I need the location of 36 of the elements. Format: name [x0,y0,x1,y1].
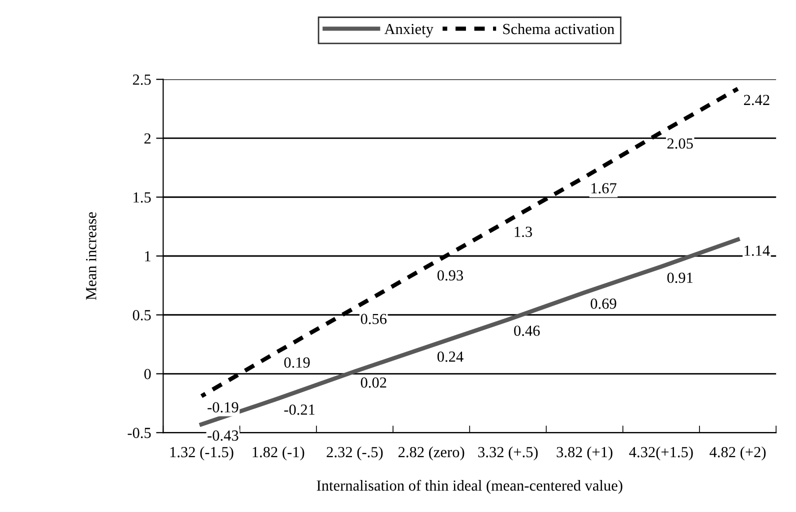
x-tick-label: 1.32 (-1.5) [170,446,234,460]
y-tick-label: 2.5 [132,74,151,85]
x-tick-label: 2.32 (-.5) [326,446,383,460]
data-label: 0.02 [360,377,386,388]
x-tick-label: 3.82 (+1) [556,446,612,460]
y-tick-label: 1.5 [134,192,151,203]
y-tick-label: 0 [144,368,151,380]
data-label: 0.91 [667,272,693,283]
x-tick-label: 3.32 (+.5) [478,446,538,460]
data-label: -0.43 [208,430,238,441]
x-tick-label: 4.82 (+2) [710,446,766,460]
data-label: 0.46 [514,326,540,336]
y-tick-label: 0.5 [132,310,151,320]
data-label: 0.19 [284,357,310,368]
y-tick-label: 2 [144,133,151,144]
legend-label: Schema activation [503,23,614,34]
data-label: -0.19 [208,402,238,413]
data-label: 1.14 [744,246,770,256]
y-axis-title: Mean increase [86,212,96,300]
data-label: 2.05 [667,138,693,149]
line-series [199,237,740,426]
y-tick-label: 1 [145,251,150,262]
data-label: 0.69 [590,298,616,309]
data-label: 1.67 [591,183,616,194]
data-label: 1.3 [514,226,532,238]
x-axis-title: Internalisation of thin ideal (mean-centered value) [316,480,622,494]
data-label: 0.93 [437,270,464,281]
data-label: -0.21 [284,404,315,415]
data-label: 0.56 [360,314,387,324]
x-tick-label: 1.82 (-1) [252,446,304,460]
data-label: 2.42 [744,94,770,106]
x-tick-label: 4.32(+1.5) [629,446,693,460]
data-label: 0.24 [437,351,464,362]
x-tick-label: 2.82 (zero) [398,446,464,460]
y-tick-label: -0.5 [128,428,151,438]
legend-label: Anxiety [384,24,434,38]
